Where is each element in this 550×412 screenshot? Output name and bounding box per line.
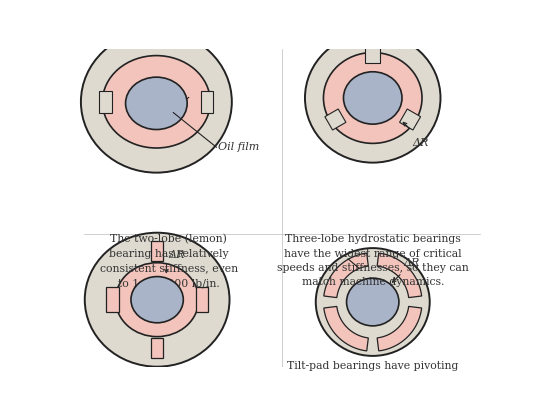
Polygon shape xyxy=(377,307,422,351)
Polygon shape xyxy=(100,91,112,112)
Ellipse shape xyxy=(116,263,199,337)
Ellipse shape xyxy=(316,248,430,356)
Polygon shape xyxy=(324,253,368,297)
Polygon shape xyxy=(365,47,381,63)
Text: Tilt-pad bearings have pivoting: Tilt-pad bearings have pivoting xyxy=(287,361,458,371)
Ellipse shape xyxy=(131,276,183,323)
Ellipse shape xyxy=(81,31,232,173)
Polygon shape xyxy=(325,109,346,130)
Text: ΔR: ΔR xyxy=(404,258,420,268)
Ellipse shape xyxy=(323,52,422,143)
Ellipse shape xyxy=(305,33,441,163)
Text: Oil film: Oil film xyxy=(218,142,259,152)
Ellipse shape xyxy=(125,77,187,129)
Text: ΔR: ΔR xyxy=(412,138,429,148)
Text: The two-lobe (lemon)
bearing has relatively
consistent stiffness, even
to 1,000,: The two-lobe (lemon) bearing has relativ… xyxy=(100,234,238,288)
Polygon shape xyxy=(151,338,163,358)
Ellipse shape xyxy=(346,278,399,326)
Ellipse shape xyxy=(85,233,229,367)
Polygon shape xyxy=(196,288,208,312)
Text: ΔR: ΔR xyxy=(169,250,185,260)
Ellipse shape xyxy=(102,56,210,148)
Text: Three-lobe hydrostatic bearings
have the widest range of critical
speeds and sti: Three-lobe hydrostatic bearings have the… xyxy=(277,234,469,288)
Polygon shape xyxy=(151,241,163,261)
Polygon shape xyxy=(377,253,422,297)
Ellipse shape xyxy=(343,72,402,124)
Polygon shape xyxy=(324,307,368,351)
Polygon shape xyxy=(399,109,421,130)
Polygon shape xyxy=(201,91,213,112)
Polygon shape xyxy=(106,288,119,312)
